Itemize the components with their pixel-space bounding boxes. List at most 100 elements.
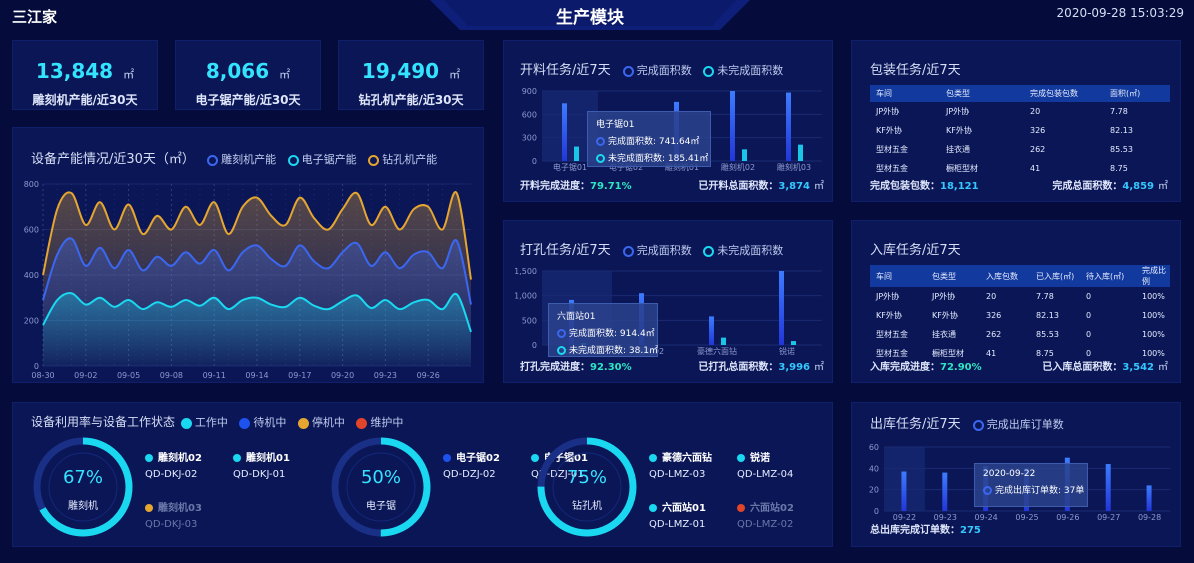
capacity-chart[interactable]: 0 200 400 600 800 08-30 09-02 09-05 09-08 09-11 09… (13, 172, 483, 382)
device-name: 锐诺 (750, 453, 770, 464)
y-tick-label: 0 (34, 362, 39, 371)
utilization-panel: 设备利用率与设备工作状态 工作中 待机中 停机中 维护中 67% 雕刻机 雕刻机02… (12, 402, 833, 547)
device-name: 雕刻机03 (158, 503, 202, 514)
y-tick-label: 0 (874, 507, 879, 516)
x-tick-label: 08-30 (31, 371, 54, 380)
device-item[interactable]: 雕刻机02 QD-DKJ-02 (145, 449, 202, 480)
x-tick-label: 09-05 (117, 371, 140, 380)
outbound-panel: 出库任务/近7天 完成出库订单数 0 20 40 60 09-22 09-23 09-24 0… (851, 402, 1181, 547)
y-tick-label: 600 (24, 226, 39, 235)
col-header: 包类型 (940, 85, 1024, 102)
table-row: KF外协 KF外协 326 82.13 (870, 121, 1170, 140)
y-tick-label: 20 (869, 486, 879, 495)
x-tick-label: 09-22 (893, 513, 916, 522)
x-tick-label: 09-08 (160, 371, 183, 380)
table-cell: 326 (1030, 126, 1046, 135)
table-cell: 橱柜型材 (932, 349, 964, 358)
x-tick-label: 锐诺 (779, 346, 795, 356)
x-tick-label: 09-14 (245, 371, 268, 380)
capacity-title: 设备产能情况/近30天（㎡） 雕刻机产能 电子锯产能 钻孔机产能 (31, 152, 438, 167)
outbound-legend[interactable]: 完成出库订单数 (965, 418, 1064, 431)
device-item[interactable]: 电子锯02 QD-DZJ-02 (443, 449, 500, 480)
x-tick-label: 09-20 (331, 371, 354, 380)
device-item[interactable]: 六面站02 QD-LMZ-02 (737, 499, 794, 530)
col-header: 待入库(㎡) (1080, 265, 1136, 287)
x-tick-label: 电子锯02 (609, 162, 643, 172)
legend-outbound-icon (972, 419, 984, 431)
y-tick-label: 300 (522, 134, 537, 143)
kpi-unit: ㎡ (279, 68, 291, 81)
y-tick-label: 1,500 (514, 267, 537, 276)
device-item[interactable]: 锐诺 QD-LMZ-04 (737, 449, 793, 480)
bar (798, 144, 803, 161)
device-item[interactable]: 雕刻机03 QD-DKJ-03 (145, 499, 202, 530)
table-row: JP外协 JP外协 20 7.78 (870, 102, 1170, 121)
device-item[interactable]: 电子锯01 QD-DZJ-01 (531, 449, 588, 480)
table-cell: 100% (1142, 349, 1165, 358)
device-item[interactable]: 豪德六面钻 QD-LMZ-03 (649, 449, 712, 480)
status-dot-icon (145, 454, 153, 462)
utilization-percent: 75% (566, 467, 607, 488)
table-row: JP外协 JP外协 20 7.78 0 100% (870, 287, 1170, 306)
device-name: 雕刻机01 (246, 453, 290, 464)
table-cell: 85.53 (1110, 145, 1133, 154)
packing-table: 车间 包类型 完成包装包数 面积(㎡) JP外协 JP外协 20 7.78 KF外协 KF… (870, 85, 1170, 178)
bar (779, 271, 784, 345)
cutting-total: 已开料总面积数：3,874 ㎡ (698, 181, 824, 192)
legend-undone-icon (703, 65, 715, 77)
status-dot-icon (145, 504, 153, 512)
utilization-ring: 50% 电子锯 (329, 435, 433, 539)
y-tick-label: 0 (532, 341, 537, 350)
table-cell: 100% (1142, 292, 1165, 301)
header-bar: 三江家 生产模块 2020-09-28 15:03:29 (0, 0, 1194, 30)
device-code: QD-LMZ-03 (649, 469, 706, 480)
device-item[interactable]: 六面站01 QD-LMZ-01 (649, 499, 706, 530)
series-line (42, 191, 472, 280)
bar (730, 91, 735, 161)
col-header: 车间 (870, 265, 926, 287)
y-tick-label: 60 (869, 443, 879, 452)
col-header: 车间 (870, 85, 940, 102)
packing-title: 包装任务/近7天 (870, 63, 961, 78)
capacity-panel: 设备产能情况/近30天（㎡） 雕刻机产能 电子锯产能 钻孔机产能 0 200 400… (12, 127, 484, 383)
status-dot-icon (649, 454, 657, 462)
outbound-tooltip: 2020-09-22 完成出库订单数: 37单 (974, 463, 1088, 507)
col-header: 入库包数 (980, 265, 1030, 287)
kpi-unit: ㎡ (449, 68, 461, 81)
device-code: QD-DZJ-02 (443, 469, 496, 480)
x-tick-label: 09-26 (1056, 513, 1079, 522)
cutting-legend[interactable]: 完成面积数 未完成面积数 (615, 64, 783, 77)
col-header: 完成包装包数 (1024, 85, 1104, 102)
utilization-arc (33, 437, 133, 537)
kpi-value: 13,848 (35, 59, 114, 83)
packing-area: 完成总面积数：4,859 ㎡ (1052, 181, 1168, 192)
kpi-saw: 8,066 ㎡ 电子锯产能/近30天 (175, 40, 321, 110)
x-tick-label: 09-02 (74, 371, 97, 380)
device-name: 电子锯01 (544, 453, 588, 464)
logo[interactable]: 三江家 (12, 8, 58, 26)
cutting-progress: 开料完成进度：79.71% (520, 181, 632, 192)
table-cell: 0 (1086, 349, 1092, 358)
device-item[interactable]: 雕刻机01 QD-DKJ-01 (233, 449, 290, 480)
outbound-total: 总出库完成订单数：275 (870, 525, 981, 536)
x-tick-label: 09-17 (288, 371, 311, 380)
cutting-title: 开料任务/近7天 完成面积数 未完成面积数 (520, 63, 784, 78)
x-tick-label: 09-25 (1015, 513, 1038, 522)
table-cell: 0 (1086, 330, 1092, 339)
drilling-legend[interactable]: 完成面积数 未完成面积数 (615, 244, 783, 257)
kpi-label: 雕刻机产能/近30天 (32, 93, 138, 107)
table-cell: 挂衣通 (946, 145, 970, 154)
status-dot-icon (737, 504, 745, 512)
capacity-legend[interactable]: 雕刻机产能 电子锯产能 钻孔机产能 (199, 153, 437, 166)
kpi-label: 钻孔机产能/近30天 (358, 93, 464, 107)
bar (721, 337, 726, 345)
status-dot-icon (233, 454, 241, 462)
y-tick-label: 500 (522, 316, 537, 325)
table-cell: 7.78 (1036, 292, 1054, 301)
table-cell: KF外协 (876, 311, 902, 320)
bar (709, 316, 714, 345)
device-name: 六面站01 (662, 503, 706, 514)
warehousing-progress: 入库完成进度：72.90% (870, 362, 982, 373)
bar (942, 472, 948, 511)
table-cell: KF外协 (876, 126, 902, 135)
